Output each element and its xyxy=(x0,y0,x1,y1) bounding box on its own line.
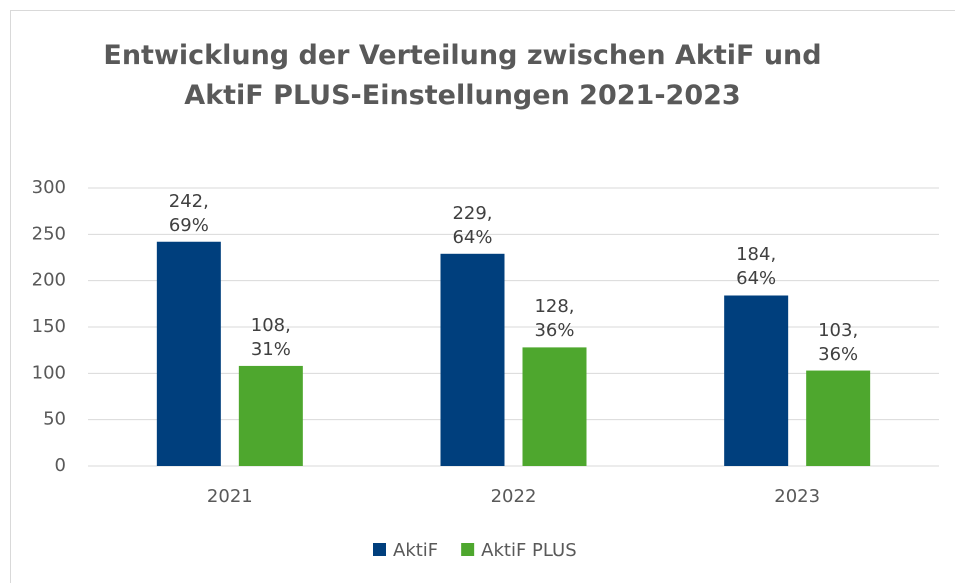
legend-label: AktiF xyxy=(393,540,438,561)
y-tick-label: 200 xyxy=(32,270,66,291)
data-label: 229, 64% xyxy=(452,202,493,248)
data-label: 108, 31% xyxy=(250,314,291,360)
data-label: 242, 69% xyxy=(168,190,209,236)
data-label: 103, 36% xyxy=(818,319,859,365)
data-label: 128, 36% xyxy=(534,296,575,342)
bar xyxy=(806,370,871,466)
x-tick-label: 2022 xyxy=(491,486,537,507)
chart-title: Entwicklung der Verteilung zwischen Akti… xyxy=(103,40,822,111)
y-tick-label: 50 xyxy=(43,409,66,430)
x-tick-label: 2021 xyxy=(207,486,253,507)
data-label: 184, 64% xyxy=(736,244,777,290)
bar xyxy=(724,295,789,466)
bar xyxy=(440,253,505,466)
y-tick-label: 150 xyxy=(32,316,66,337)
y-tick-label: 100 xyxy=(32,362,66,383)
bar xyxy=(238,365,303,466)
legend-swatch xyxy=(373,543,386,556)
y-tick-label: 300 xyxy=(32,177,66,198)
chart-border xyxy=(10,10,955,583)
legend-swatch xyxy=(461,543,475,556)
y-tick-label: 250 xyxy=(32,223,66,244)
bar xyxy=(156,241,221,466)
x-tick-label: 2023 xyxy=(774,486,820,507)
y-tick-label: 0 xyxy=(55,455,66,476)
bar xyxy=(522,347,587,466)
legend-label: AktiF PLUS xyxy=(481,540,576,561)
